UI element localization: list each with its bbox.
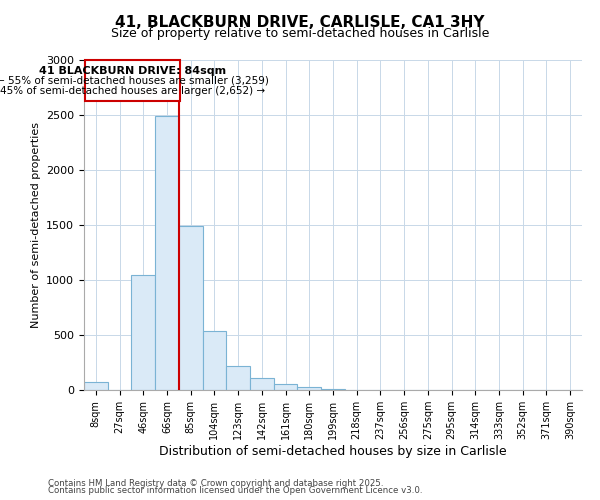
- Text: Contains public sector information licensed under the Open Government Licence v3: Contains public sector information licen…: [48, 486, 422, 495]
- Bar: [155, 116, 179, 390]
- Bar: [321, 389, 345, 390]
- Text: ← 55% of semi-detached houses are smaller (3,259): ← 55% of semi-detached houses are smalle…: [0, 76, 269, 86]
- Bar: [298, 386, 321, 390]
- FancyBboxPatch shape: [85, 60, 180, 100]
- Bar: [250, 378, 274, 390]
- Bar: [179, 226, 203, 390]
- Bar: [131, 274, 155, 390]
- Bar: [203, 330, 226, 390]
- Text: 45% of semi-detached houses are larger (2,652) →: 45% of semi-detached houses are larger (…: [0, 86, 265, 97]
- Bar: [84, 382, 108, 390]
- Bar: [226, 366, 250, 390]
- Text: Contains HM Land Registry data © Crown copyright and database right 2025.: Contains HM Land Registry data © Crown c…: [48, 478, 383, 488]
- Y-axis label: Number of semi-detached properties: Number of semi-detached properties: [31, 122, 41, 328]
- Text: 41 BLACKBURN DRIVE: 84sqm: 41 BLACKBURN DRIVE: 84sqm: [39, 66, 226, 76]
- Text: Size of property relative to semi-detached houses in Carlisle: Size of property relative to semi-detach…: [111, 28, 489, 40]
- Bar: [274, 384, 298, 390]
- Text: 41, BLACKBURN DRIVE, CARLISLE, CA1 3HY: 41, BLACKBURN DRIVE, CARLISLE, CA1 3HY: [115, 15, 485, 30]
- X-axis label: Distribution of semi-detached houses by size in Carlisle: Distribution of semi-detached houses by …: [159, 445, 507, 458]
